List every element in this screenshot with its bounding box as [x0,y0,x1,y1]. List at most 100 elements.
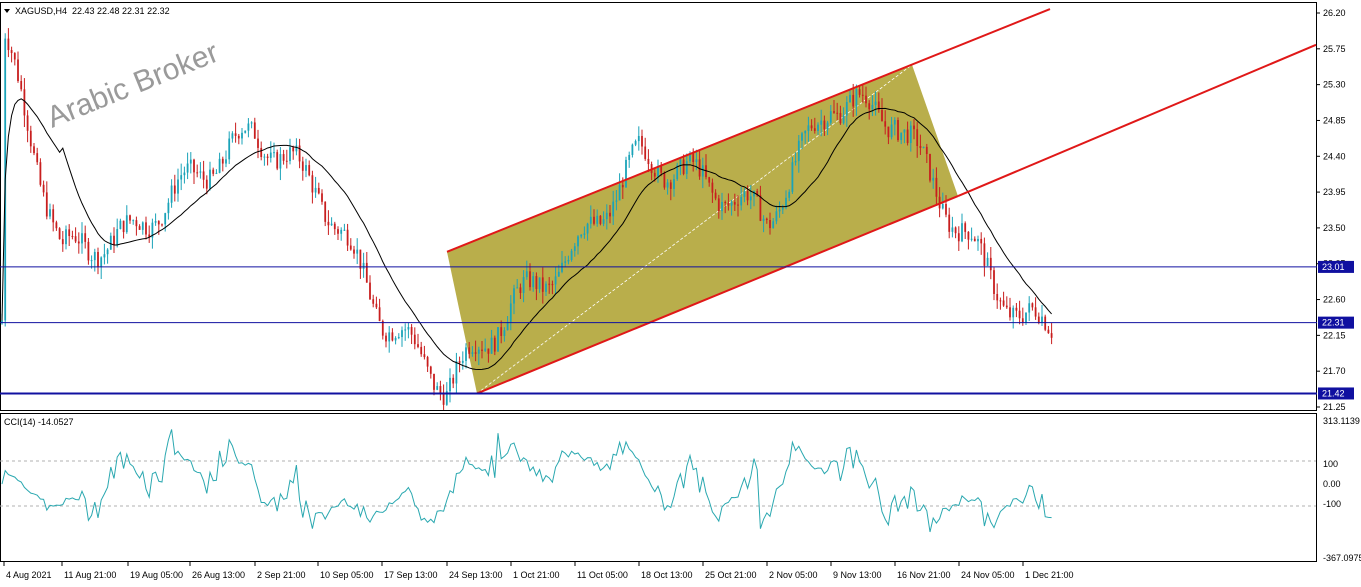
candle-body [266,156,269,158]
candle-body [740,196,743,206]
symbol-dropdown-icon[interactable] [4,9,10,13]
channel-fill [447,64,958,394]
candle-body [97,251,99,268]
candle-body [497,327,499,352]
candle-body [730,202,733,206]
candle-body [1034,307,1037,317]
candle-body [845,102,848,116]
candle-body [893,120,896,125]
candle-body [103,254,106,258]
symbol-label: XAGUSD,H4 [15,6,67,16]
candle-body [449,377,451,392]
candle-body [951,227,954,232]
candle-body [353,249,355,254]
candle-body [861,94,864,96]
candle-body [1041,316,1043,323]
candle-body [106,249,109,255]
candle-body [746,191,749,201]
candle-body [836,112,839,114]
candle-body [375,303,378,308]
candle-body [612,201,615,217]
price-tick-label: 24.40 [1323,151,1346,161]
price-tick-label: 23.50 [1323,223,1346,233]
candle-body [820,120,823,125]
time-tick-label: 19 Aug 05:00 [130,570,183,580]
candle-body [1047,329,1050,334]
candle-body [493,337,496,352]
time-tick-label: 1 Oct 21:00 [513,570,560,580]
candle-body [420,346,423,355]
candle-body [1018,310,1021,319]
channel-lower-line[interactable] [476,195,959,395]
candle-body [452,377,455,384]
candle-body [20,80,23,90]
time-tick-label: 10 Sep 05:00 [320,570,374,580]
candle-body [669,182,672,189]
candle-body [151,222,154,238]
candle-body [557,271,560,277]
candle-body [490,337,493,354]
candle-body [337,229,339,234]
candle-body [769,220,771,229]
candle-body [119,220,122,229]
hline-tag [1318,387,1354,400]
candle-body [161,224,163,226]
candle-body [215,172,218,174]
candle-body [906,129,909,144]
candle-body [90,260,93,262]
candle-body [980,238,983,244]
candle-body [218,158,221,173]
candle-body [813,128,816,131]
candle-body [138,226,141,230]
candle-body [762,218,765,221]
candle-body [164,213,167,225]
candle-body [260,147,263,157]
cci-tick-label: 0.00 [1323,479,1341,489]
candle-body [442,393,445,405]
price-tick-label: 24.85 [1323,115,1346,125]
cci-tick-label: 100 [1323,459,1338,469]
candle-body [871,104,874,110]
candle-body [618,184,621,201]
candle-body [541,277,544,292]
candle-body [301,161,304,171]
channel-extension-line[interactable] [957,43,1317,197]
candle-body [321,193,323,202]
candle-body [868,103,871,110]
candle-body [369,282,371,300]
candle-body [74,236,77,242]
candle-body [1031,303,1034,308]
candle-body [45,192,48,217]
candle-body [141,222,144,230]
candle-body [228,138,231,160]
time-tick-label: 2 Sep 21:00 [257,570,306,580]
candle-body [829,111,832,123]
candle-body [209,169,211,189]
price-axis: 26.2025.7525.3024.8524.4023.9523.5023.05… [1316,8,1346,412]
candle-body [525,271,528,278]
candle-body [253,122,256,139]
candle-body [881,109,883,122]
channel-upper-line[interactable] [446,8,1051,253]
price-tick-label: 25.30 [1323,80,1346,90]
candle-body [36,153,39,163]
candle-body [522,277,525,293]
candle-body [68,229,71,237]
candle-body [311,175,314,193]
time-tick-label: 18 Oct 13:00 [641,570,693,580]
hline-tag [1318,260,1354,273]
candle-body [305,165,307,171]
candle-body [733,202,736,205]
candle-body [839,113,842,124]
candle-body [890,124,893,138]
candle-body [132,220,135,222]
candle-body [397,337,400,339]
candle-body [52,209,55,223]
candle-body [186,163,189,173]
candle-body [180,175,183,180]
candle-body [461,360,464,363]
candle-body [410,327,413,335]
candle-body [637,135,640,142]
candle-body [874,101,877,105]
